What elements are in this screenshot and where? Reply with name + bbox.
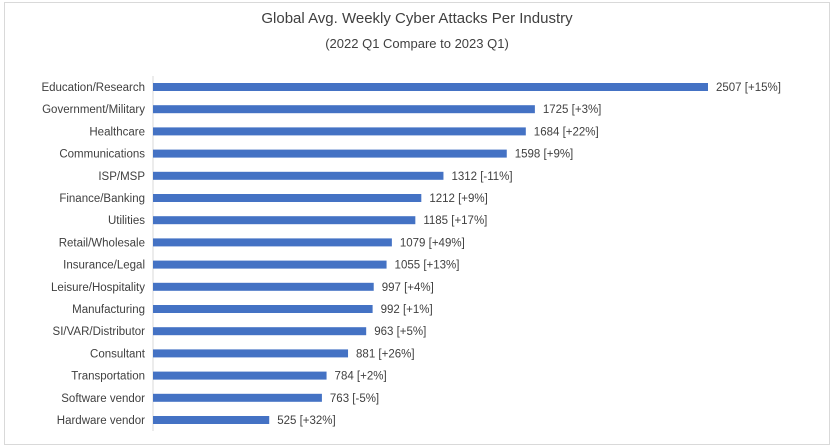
data-label: 881 [+26%] <box>356 348 415 360</box>
category-label: Transportation <box>71 371 145 383</box>
data-label: 1212 [+9%] <box>429 193 488 205</box>
data-label: 1684 [+22%] <box>534 126 599 138</box>
data-label: 1725 [+3%] <box>543 104 602 116</box>
category-label: Insurance/Legal <box>63 260 145 272</box>
data-label: 763 [-5%] <box>330 393 379 405</box>
bar <box>153 83 708 91</box>
data-label: 997 [+4%] <box>382 282 434 294</box>
bar <box>153 305 373 313</box>
bar <box>153 194 422 202</box>
category-label: Communications <box>59 149 145 161</box>
bar <box>153 282 374 291</box>
bar <box>153 260 387 269</box>
data-label: 1055 [+13%] <box>395 260 460 272</box>
category-label: Government/Military <box>42 104 145 116</box>
bar <box>153 327 367 336</box>
category-label: Healthcare <box>89 126 145 138</box>
category-label: Leisure/Hospitality <box>51 282 145 294</box>
bar <box>153 216 416 225</box>
category-label: Hardware vendor <box>57 415 145 427</box>
category-label: Software vendor <box>61 393 145 405</box>
data-label: 1312 [-11%] <box>451 171 512 183</box>
category-label: Education/Research <box>41 82 145 94</box>
category-label: Utilities <box>108 215 145 227</box>
bar <box>153 171 444 180</box>
chart-frame <box>4 2 830 445</box>
data-label: 784 [+2%] <box>335 371 387 383</box>
category-label: SI/VAR/Distributor <box>53 326 146 338</box>
bar <box>153 416 270 424</box>
category-label: Consultant <box>90 348 146 360</box>
category-label: ISP/MSP <box>98 171 145 183</box>
category-label: Manufacturing <box>72 304 145 316</box>
bar <box>153 371 327 380</box>
data-label: 1079 [+49%] <box>400 237 465 249</box>
data-label: 992 [+1%] <box>381 304 433 316</box>
bar <box>153 393 322 402</box>
category-label: Retail/Wholesale <box>59 237 145 249</box>
data-label: 525 [+32%] <box>277 415 336 427</box>
bar <box>153 149 507 158</box>
data-label: 963 [+5%] <box>374 326 426 338</box>
chart-title: Global Avg. Weekly Cyber Attacks Per Ind… <box>261 10 573 27</box>
bar <box>153 127 526 136</box>
data-label: 1598 [+9%] <box>515 149 574 161</box>
category-label: Finance/Banking <box>59 193 145 205</box>
chart-subtitle: (2022 Q1 Compare to 2023 Q1) <box>325 36 509 51</box>
bar <box>153 238 392 247</box>
bar <box>153 105 535 114</box>
data-label: 2507 [+15%] <box>716 82 781 94</box>
data-label: 1185 [+17%] <box>423 215 487 227</box>
bar <box>153 349 349 358</box>
